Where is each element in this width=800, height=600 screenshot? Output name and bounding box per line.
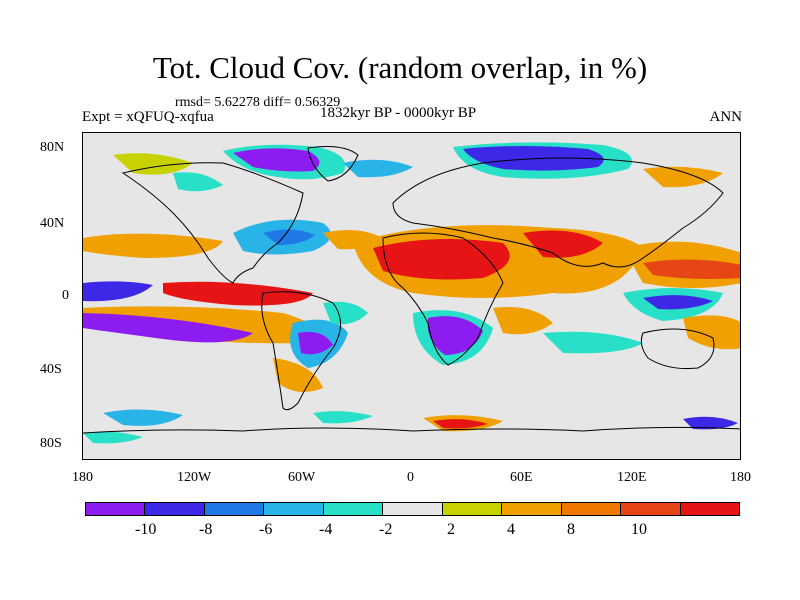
colorbar-swatch	[323, 503, 384, 515]
anomaly-patch	[523, 230, 603, 258]
colorbar-swatch	[264, 503, 324, 515]
colorbar-label: -4	[319, 521, 333, 538]
stats-label: rmsd= 5.62278 diff= 0.56329	[175, 95, 341, 110]
lon-label-60e: 60E	[510, 470, 533, 485]
anomaly-patch	[83, 233, 223, 258]
anomaly-patch	[493, 307, 553, 335]
colorbar-label: 4	[507, 521, 515, 538]
colorbar	[85, 502, 740, 516]
cloud-cover-map	[82, 132, 741, 460]
experiment-label: Expt = xQFUQ-xqfua	[82, 109, 214, 125]
lat-label-40n: 40N	[40, 216, 65, 231]
colorbar-label: 10	[631, 521, 647, 538]
anomaly-patch	[373, 239, 510, 280]
period-label: 1832kyr BP - 0000kyr BP	[320, 105, 477, 121]
anomaly-patch	[298, 331, 333, 355]
colorbar-swatch	[383, 503, 443, 515]
colorbar-swatch	[502, 503, 562, 515]
anomaly-patch	[173, 172, 223, 192]
colorbar-label: -10	[135, 521, 157, 538]
lon-label-180w: 180	[72, 470, 93, 485]
coastline-eurasia	[392, 157, 724, 268]
anomaly-patch	[643, 166, 723, 188]
anomaly-patch	[83, 313, 253, 343]
anomaly-patch	[83, 431, 143, 444]
anomaly-patch	[543, 331, 643, 354]
colorbar-swatch	[86, 503, 146, 515]
anomaly-patch	[263, 229, 315, 245]
lat-label-80s: 80S	[40, 436, 62, 451]
anomaly-patch	[323, 301, 368, 325]
colorbar-label: -6	[259, 521, 273, 538]
anomaly-patch	[433, 419, 488, 429]
anomaly-patch	[683, 315, 740, 350]
coastlines	[83, 146, 740, 434]
colorbar-swatch	[621, 503, 681, 515]
anomaly-patch	[103, 409, 183, 426]
lon-label-180e: 180	[730, 470, 751, 485]
anomaly-patch	[313, 411, 373, 424]
anomaly-patch	[113, 153, 193, 175]
lat-label-0: 0	[62, 288, 69, 303]
coastline-antarctica	[83, 426, 740, 434]
coastline-north-america	[121, 162, 304, 284]
colorbar-swatch	[204, 503, 265, 515]
colorbar-label: -8	[199, 521, 213, 538]
colorbar-swatch	[442, 503, 503, 515]
anomaly-field	[83, 142, 740, 444]
lon-label-120w: 120W	[177, 470, 212, 485]
anomaly-patch	[163, 281, 313, 306]
lon-label-0: 0	[407, 470, 414, 485]
lon-label-60w: 60W	[288, 470, 316, 485]
coastline-south-america	[261, 291, 341, 411]
colorbar-swatch	[145, 503, 205, 515]
anomaly-patch	[273, 358, 323, 392]
anomaly-patch	[427, 316, 483, 355]
coastline-greenland	[307, 146, 359, 182]
lon-label-120e: 120E	[617, 470, 647, 485]
lat-label-80n: 80N	[40, 140, 65, 155]
lat-label-40s: 40S	[40, 362, 62, 377]
anomaly-patch	[643, 295, 713, 310]
coastline-africa	[382, 232, 504, 366]
anomaly-patch	[683, 416, 738, 430]
coastline-australia	[640, 328, 715, 369]
colorbar-swatch	[680, 503, 739, 515]
colorbar-label: 2	[447, 521, 455, 538]
map-svg	[83, 133, 740, 459]
anomaly-patch	[343, 159, 413, 178]
anomaly-patch	[83, 281, 153, 302]
colorbar-label: 8	[567, 521, 575, 538]
colorbar-label: -2	[379, 521, 393, 538]
colorbar-swatch	[561, 503, 622, 515]
anomaly-patch	[643, 259, 740, 279]
season-label: ANN	[709, 109, 743, 125]
map-title: Tot. Cloud Cov. (random overlap, in %)	[152, 50, 648, 85]
anomaly-patch	[233, 148, 320, 172]
